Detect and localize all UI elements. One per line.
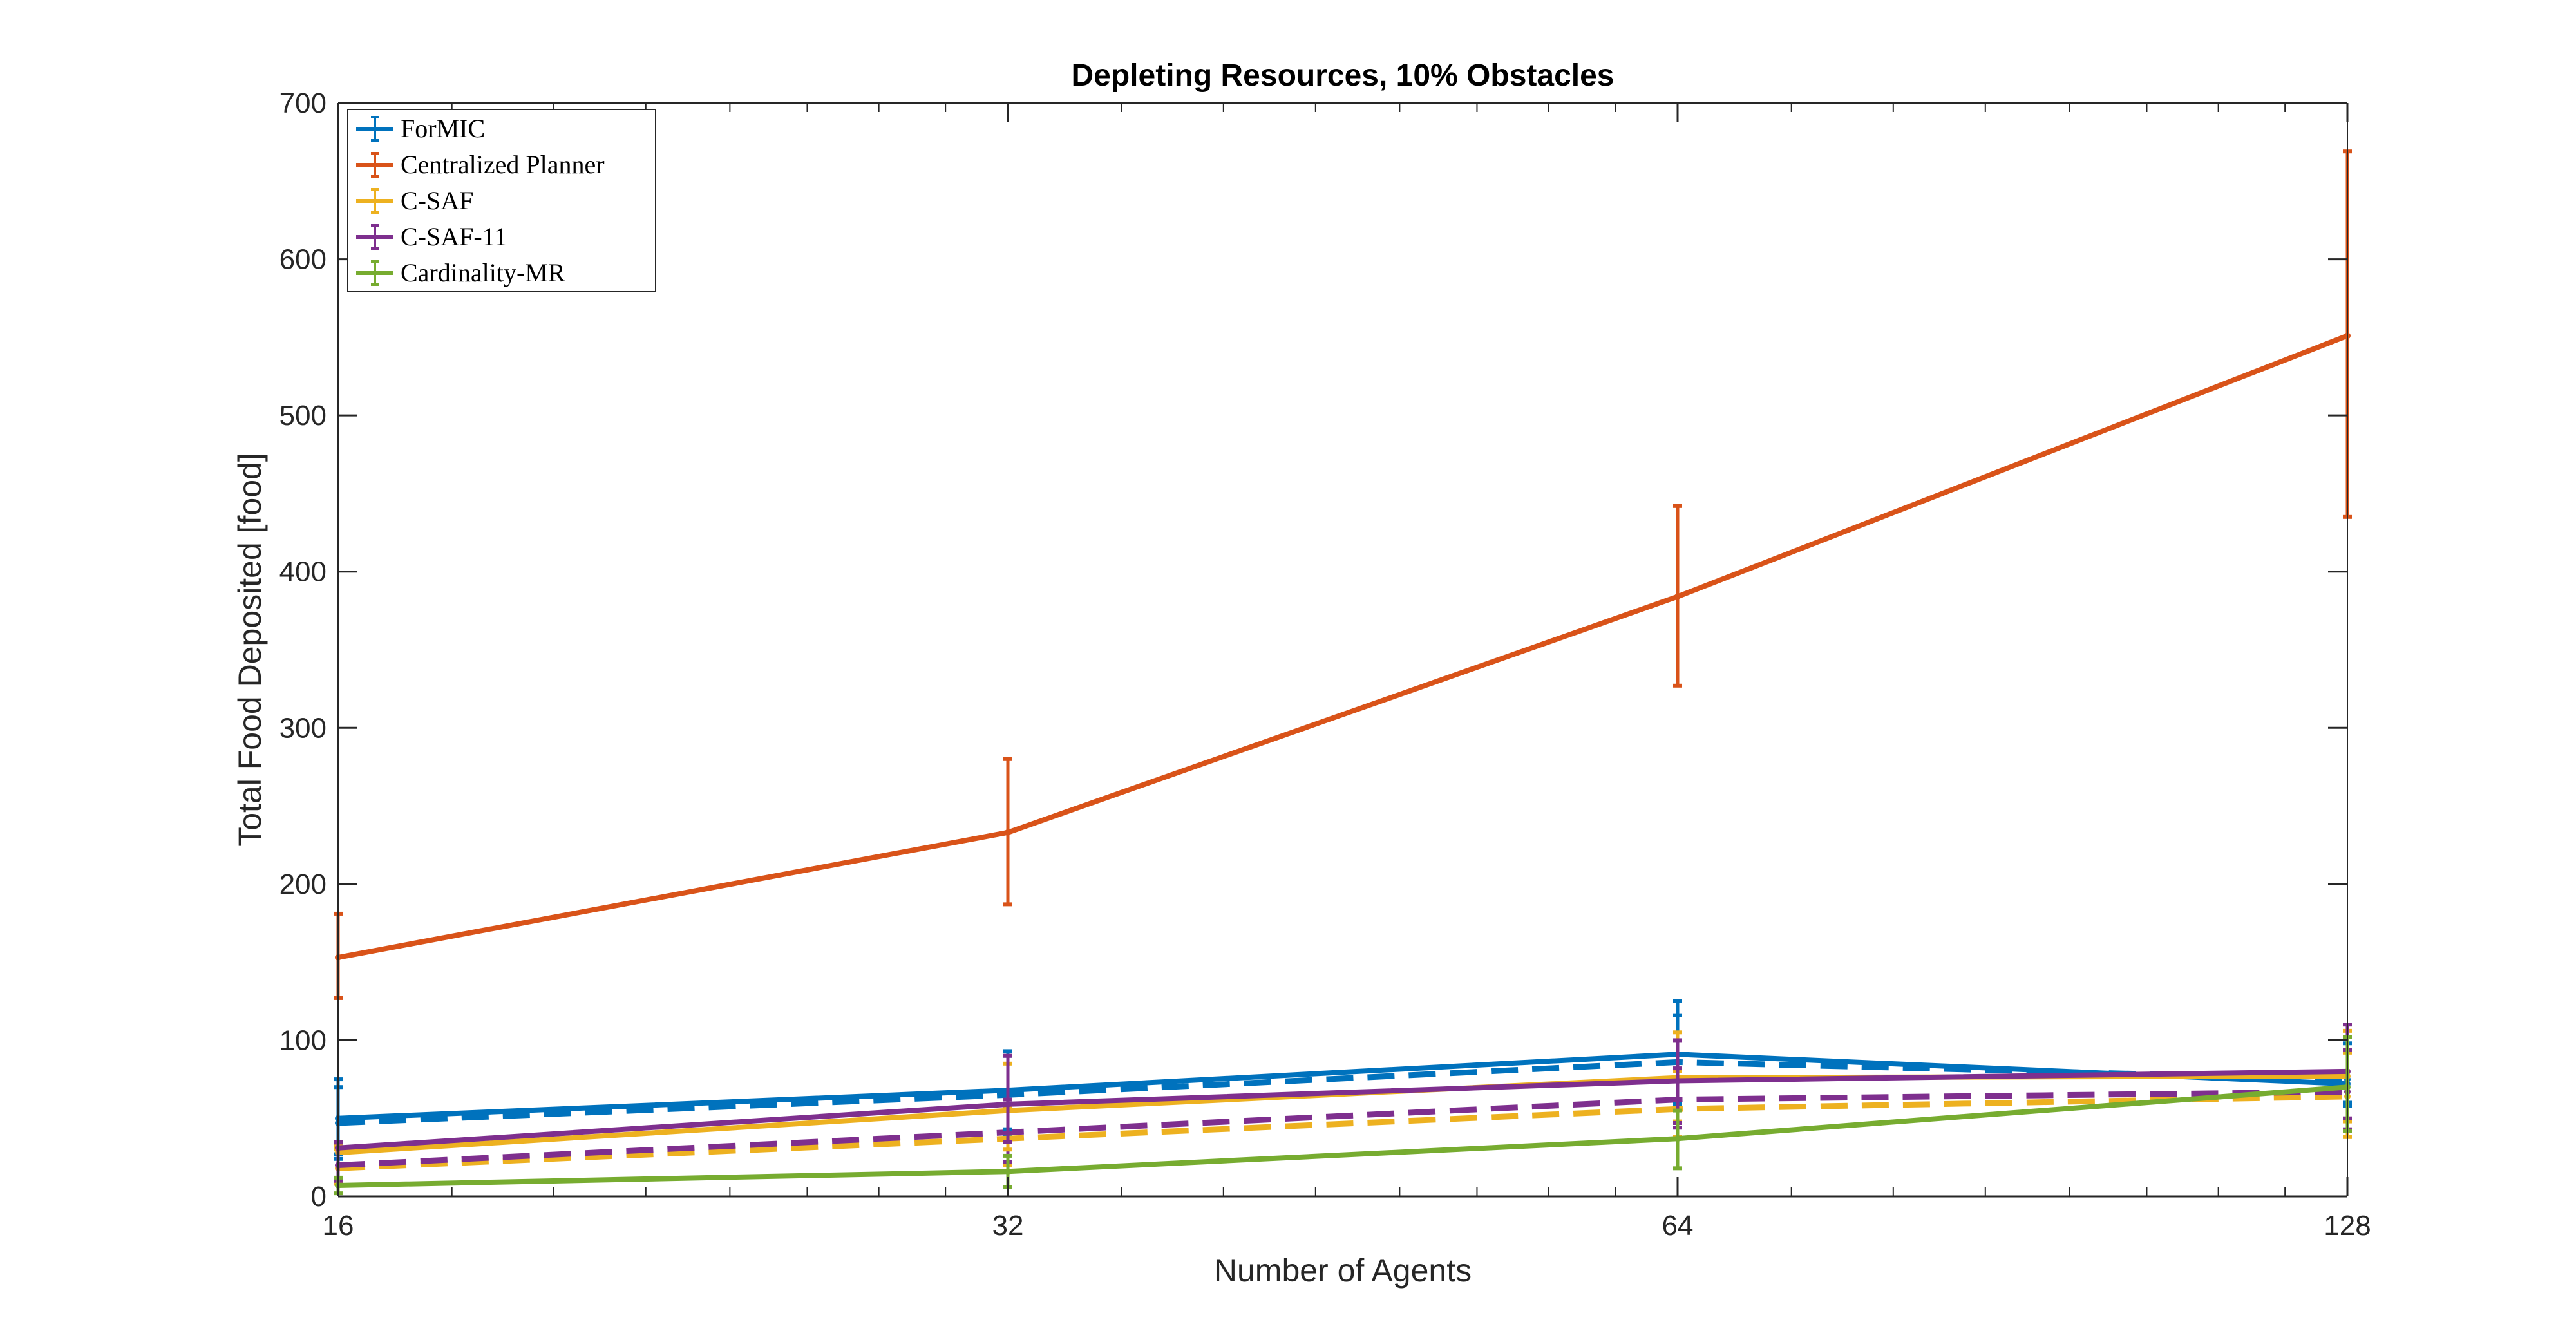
legend-label-1: Centralized Planner	[401, 150, 605, 179]
legend-box	[347, 109, 656, 292]
series-1-line	[337, 333, 2349, 960]
y-tick-label-200: 200	[279, 869, 327, 900]
y-tick-label-300: 300	[279, 712, 327, 744]
x-tick-label-32: 32	[992, 1210, 1024, 1241]
y-tick-label-500: 500	[279, 400, 327, 431]
legend-label-4: Cardinality-MR	[401, 258, 565, 287]
series-0-dashed-line	[337, 1059, 2348, 1126]
x-axis-label: Number of Agents	[1214, 1252, 1472, 1289]
series-3-point-32	[1005, 1100, 1011, 1108]
legend-label-3: C-SAF-11	[401, 222, 507, 251]
x-tick-label-64: 64	[1662, 1210, 1694, 1241]
y-tick-label-0: 0	[311, 1181, 327, 1213]
chart-title: Depleting Resources, 10% Obstacles	[1072, 59, 1615, 93]
minor-ticks	[451, 103, 2286, 1196]
y-tick-label-100: 100	[279, 1024, 327, 1056]
y-tick-label-400: 400	[279, 556, 327, 588]
series-3-dashed-line	[337, 1089, 2348, 1168]
y-axis-label: Total Food Deposited [food]	[232, 453, 268, 847]
series-1-point-64	[1674, 593, 1681, 600]
x-tick-label-16: 16	[323, 1210, 354, 1241]
series-4-line	[337, 1084, 2348, 1188]
series-4-point-64	[1674, 1135, 1681, 1142]
y-tick-label-600: 600	[279, 244, 327, 276]
legend: ForMIC Centralized Planner C-SAF C-SAF-11 Ca…	[347, 109, 656, 292]
series-4-point-32	[1005, 1168, 1011, 1175]
axes	[337, 102, 2348, 1198]
series-3-line	[337, 1068, 2348, 1151]
y-tick-label-700: 700	[279, 88, 327, 119]
x-tick-label-128: 128	[2324, 1210, 2371, 1241]
x-ticks: 16 32 64 128	[323, 103, 2371, 1241]
legend-label-0: ForMIC	[401, 114, 485, 143]
series-3-point-64	[1674, 1077, 1681, 1084]
series-0-line	[337, 1052, 2348, 1121]
series-2-dashed-line	[337, 1093, 2348, 1171]
y-ticks: 0 100 200 300 400 500 600 700	[279, 88, 2347, 1213]
legend-label-2: C-SAF	[401, 186, 473, 215]
series-1-point-32	[1005, 829, 1011, 836]
